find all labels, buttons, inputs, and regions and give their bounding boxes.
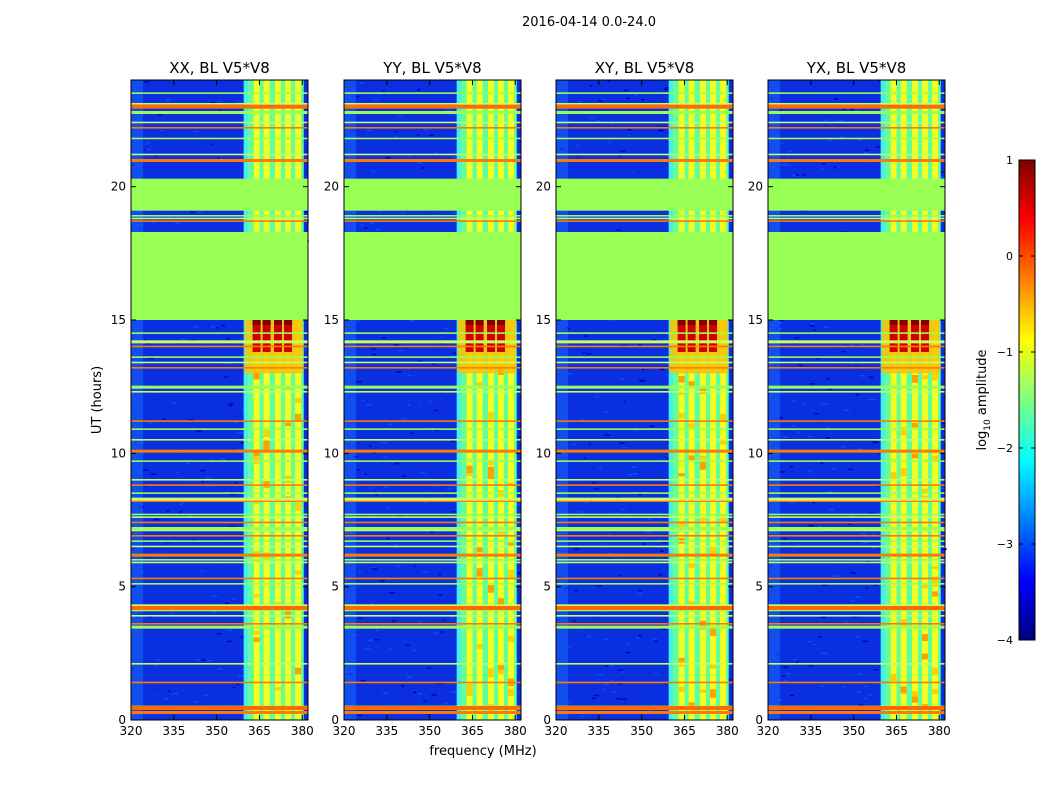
rfi-channel — [710, 80, 717, 720]
rfi-channel — [275, 80, 282, 720]
x-axis-label: frequency (MHz) — [429, 744, 536, 759]
flagged-region — [556, 178, 733, 211]
flag-lines — [131, 92, 308, 714]
strong-rfi — [881, 320, 940, 374]
y-tick-label: 10 — [324, 446, 339, 460]
rfi-channel — [688, 80, 695, 720]
panel-title: XY, BL V5*V8 — [595, 59, 695, 77]
x-tick-label: 350 — [205, 724, 228, 738]
y-tick-label: 15 — [748, 313, 763, 327]
panel-title: YY, BL V5*V8 — [382, 59, 481, 77]
y-tick-label: 20 — [111, 180, 126, 194]
flagged-region — [768, 178, 945, 211]
rfi-channel — [932, 80, 939, 720]
colorbar-tick-label: 1 — [1006, 154, 1013, 167]
rfi-channel — [890, 80, 897, 720]
x-tick-label: 335 — [375, 724, 398, 738]
rfi-channel — [508, 80, 515, 720]
x-tick-label: 350 — [630, 724, 653, 738]
x-tick-label: 350 — [842, 724, 865, 738]
flagged-region — [768, 232, 945, 320]
y-tick-label: 5 — [543, 580, 551, 594]
rfi-channel — [476, 80, 483, 720]
y-tick-label: 5 — [331, 580, 339, 594]
y-tick-label: 0 — [118, 713, 126, 727]
y-tick-label: 0 — [331, 713, 339, 727]
y-axis-label: UT (hours) — [90, 366, 105, 434]
y-tick-label: 15 — [536, 313, 551, 327]
rfi-channel — [700, 80, 707, 720]
x-tick-label: 380 — [504, 724, 527, 738]
y-tick-label: 15 — [324, 313, 339, 327]
flagged-region — [344, 232, 521, 320]
panel-frame — [343, 79, 522, 721]
x-tick-label: 350 — [418, 724, 441, 738]
y-tick-label: 20 — [748, 180, 763, 194]
x-tick-label: 320 — [545, 724, 568, 738]
rfi-blobs — [890, 373, 939, 709]
spectrogram-panel: YY, BL V5*V8 320 335 350 365 380 0 5 10 15 20 — [324, 59, 527, 738]
colorbar-tick-label: −1 — [997, 346, 1013, 359]
flagged-region — [131, 232, 308, 320]
x-tick-label: 335 — [799, 724, 822, 738]
x-tick-label: 380 — [716, 724, 739, 738]
y-tick-label: 20 — [324, 180, 339, 194]
flag-lines — [768, 92, 945, 714]
colorbar: 1 0 −1 −2 −3 −4 log10 amplitude — [975, 154, 1036, 647]
x-tick-label: 365 — [248, 724, 271, 738]
x-tick-label: 335 — [587, 724, 610, 738]
colorbar-label: log10 amplitude — [975, 349, 993, 450]
panel-frame — [555, 79, 734, 721]
flag-lines — [556, 92, 733, 714]
y-tick-label: 10 — [536, 446, 551, 460]
y-tick-label: 20 — [536, 180, 551, 194]
flagged-region — [344, 178, 521, 211]
figure-title: 2016-04-14 0.0-24.0 — [522, 15, 656, 30]
x-tick-label: 365 — [461, 724, 484, 738]
spectrogram-panel: XX, BL V5*V8 320 335 350 365 380 0 5 10 15 20 — [111, 59, 314, 738]
colorbar-tick-label: −3 — [997, 538, 1013, 551]
colorbar-gradient — [1018, 159, 1036, 641]
x-tick-label: 320 — [120, 724, 143, 738]
rfi-channel — [466, 80, 473, 720]
rfi-channel — [488, 80, 495, 720]
flagged-region — [556, 232, 733, 320]
panel-title: YX, BL V5*V8 — [806, 59, 907, 77]
y-tick-label: 15 — [111, 313, 126, 327]
y-tick-label: 10 — [111, 446, 126, 460]
colorbar-tick-label: 0 — [1006, 250, 1013, 263]
spectrogram-panel: XY, BL V5*V8 320 335 350 365 380 0 5 10 15 20 — [536, 59, 739, 738]
rfi-channel — [263, 80, 270, 720]
x-tick-label: 365 — [885, 724, 908, 738]
rfi-channel — [900, 80, 907, 720]
y-tick-label: 5 — [118, 580, 126, 594]
rfi-channel — [498, 80, 505, 720]
rfi-channel — [912, 80, 919, 720]
rfi-channel — [285, 80, 292, 720]
flag-lines — [344, 92, 521, 714]
rfi-channel — [922, 80, 929, 720]
y-tick-label: 5 — [755, 580, 763, 594]
colorbar-tick-label: −2 — [997, 442, 1013, 455]
y-tick-label: 0 — [543, 713, 551, 727]
rfi-channel — [678, 80, 685, 720]
colorbar-tick-label: −4 — [997, 634, 1013, 647]
panel-frame — [767, 79, 946, 721]
x-tick-label: 320 — [757, 724, 780, 738]
rfi-blobs — [678, 375, 727, 711]
rfi-channel — [720, 80, 727, 720]
x-tick-label: 365 — [673, 724, 696, 738]
spectrogram-panel: YX, BL V5*V8 320 335 350 365 380 0 5 10 15 20 — [748, 59, 951, 738]
panel-title: XX, BL V5*V8 — [169, 59, 270, 77]
x-tick-label: 335 — [162, 724, 185, 738]
panel-frame — [130, 79, 309, 721]
x-tick-label: 380 — [291, 724, 314, 738]
x-tick-label: 380 — [928, 724, 951, 738]
y-tick-label: 0 — [755, 713, 763, 727]
y-tick-label: 10 — [748, 446, 763, 460]
rfi-channel — [253, 80, 260, 720]
flagged-region — [131, 178, 308, 211]
x-tick-label: 320 — [333, 724, 356, 738]
